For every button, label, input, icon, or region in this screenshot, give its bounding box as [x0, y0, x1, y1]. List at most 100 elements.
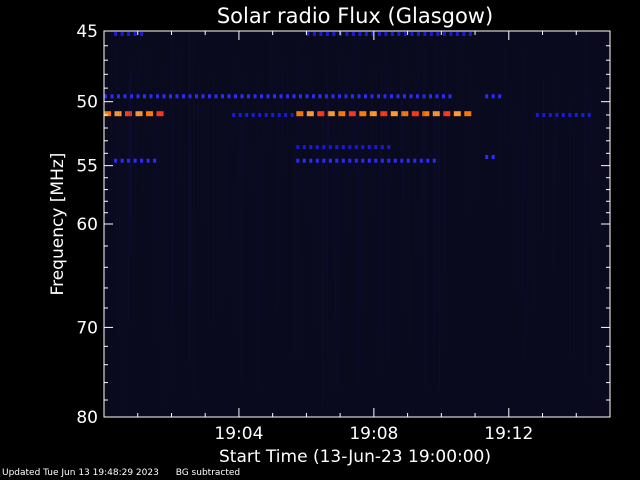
noise-streak [165, 82, 167, 404]
x-tick-label: 19:12 [484, 424, 533, 444]
emission-band-segment [146, 158, 150, 163]
emission-band-segment [328, 145, 332, 150]
emission-band-segment [561, 113, 565, 117]
emission-band-segment [240, 94, 244, 99]
noise-streak [258, 136, 260, 321]
emission-band-segment [364, 32, 368, 36]
noise-streak [587, 68, 589, 244]
noise-streak [466, 105, 468, 218]
emission-band-segment [436, 32, 440, 36]
noise-streak [205, 92, 207, 222]
emission-band-segment [374, 158, 378, 163]
noise-streak [143, 133, 144, 194]
emission-band-segment [140, 158, 144, 163]
emission-band-segment [120, 32, 124, 36]
emission-band-segment [245, 113, 249, 117]
emission-band-segment [464, 111, 472, 117]
noise-streak [118, 96, 120, 335]
emission-band-segment [448, 94, 452, 99]
noise-streak [405, 47, 407, 313]
background-note: BG subtracted [175, 468, 241, 478]
emission-band-segment [555, 113, 559, 117]
emission-band-segment [485, 155, 489, 159]
emission-band-segment [149, 94, 153, 99]
emission-band-segment [348, 145, 352, 150]
noise-streak [328, 94, 330, 140]
emission-band-segment [374, 145, 378, 150]
emission-band-segment [286, 94, 289, 99]
noise-streak [417, 42, 419, 112]
noise-streak [380, 69, 382, 157]
emission-band-segment [380, 111, 388, 117]
noise-streak [328, 89, 330, 153]
emission-band-segment [432, 158, 436, 163]
emission-band-segment [302, 158, 306, 163]
emission-band-segment [409, 94, 413, 99]
emission-band-segment [162, 94, 166, 99]
noise-streak [136, 72, 138, 183]
emission-band-segment [361, 145, 365, 150]
emission-band-segment [390, 111, 398, 117]
noise-streak [434, 76, 436, 343]
emission-band-segment [453, 111, 461, 117]
emission-band-segment [332, 32, 336, 36]
noise-streak [523, 145, 525, 362]
noise-streak [415, 81, 417, 258]
emission-band-segment [416, 32, 420, 36]
noise-streak [345, 79, 347, 122]
emission-band-segment [234, 94, 237, 99]
noise-streak [326, 74, 328, 278]
emission-band-segment [264, 113, 268, 117]
noise-streak [316, 94, 318, 325]
updated-timestamp: Updated Tue Jun 13 19:48:29 2023 [2, 468, 159, 478]
emission-band-segment [413, 158, 417, 163]
noise-streak [424, 76, 426, 370]
noise-streak [371, 79, 373, 156]
emission-band-segment [535, 113, 539, 117]
noise-streak [334, 95, 336, 389]
emission-band-segment [401, 111, 409, 117]
emission-band-segment [120, 158, 124, 163]
emission-band-segment [208, 94, 211, 99]
y-tick-label: 50 [76, 93, 98, 113]
emission-band-segment [443, 111, 451, 117]
emission-band-segment [422, 94, 426, 99]
emission-band-segment [400, 158, 404, 163]
noise-streak [171, 32, 173, 330]
emission-band-segment [426, 158, 430, 163]
emission-bands [104, 32, 591, 163]
emission-band-segment [296, 111, 304, 117]
footer-status: Updated Tue Jun 13 19:48:29 2023 BG subt… [2, 468, 240, 478]
emission-band-segment [390, 94, 393, 99]
emission-band-segment [442, 94, 445, 99]
noise-streak [402, 78, 404, 204]
emission-band-segment [396, 94, 400, 99]
noise-streak [243, 71, 245, 210]
emission-band-segment [369, 111, 377, 117]
noise-streak [592, 123, 594, 400]
emission-band-segment [214, 94, 218, 99]
emission-band-segment [328, 158, 332, 163]
emission-band-segment [133, 158, 137, 163]
emission-band-segment [140, 32, 144, 36]
emission-band-segment [397, 32, 401, 36]
emission-band-segment [253, 94, 257, 99]
emission-band-segment [548, 113, 552, 117]
emission-band-segment [351, 94, 354, 99]
emission-band-segment [169, 94, 172, 99]
noise-streak [460, 32, 462, 118]
noise-streak [161, 69, 162, 141]
noise-streak [158, 88, 160, 250]
y-tick-label: 80 [76, 408, 98, 428]
noise-streak [139, 49, 141, 121]
noise-streak [498, 111, 500, 205]
noise-streak [435, 31, 437, 79]
noise-streak [354, 37, 355, 172]
noise-streak [533, 118, 535, 306]
emission-band-segment [429, 94, 432, 99]
emission-band-segment [416, 94, 419, 99]
plot-background [104, 31, 610, 417]
noise-streak [276, 43, 277, 313]
noise-streak [282, 71, 283, 136]
emission-band-segment [574, 113, 578, 117]
